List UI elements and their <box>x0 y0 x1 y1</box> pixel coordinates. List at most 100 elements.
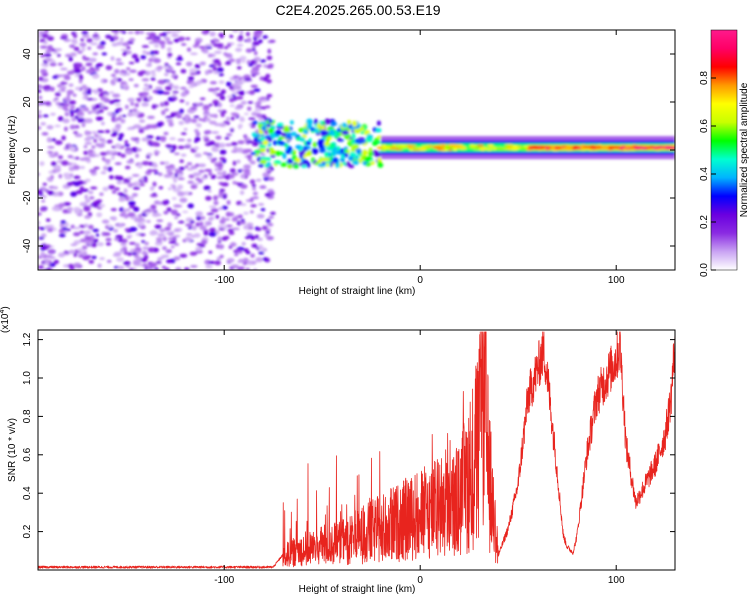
heatmap-cell <box>180 69 187 74</box>
heatmap-cell <box>219 219 226 225</box>
heatmap-cell <box>143 254 149 260</box>
heatmap-cell <box>166 41 174 45</box>
heatmap-cell <box>150 124 159 129</box>
heatmap-cell <box>191 118 198 123</box>
heatmap-cell <box>138 217 145 221</box>
heatmap-cell <box>224 45 229 50</box>
heatmap-cell <box>195 163 200 167</box>
heatmap-cell <box>252 187 257 191</box>
heatmap-cell <box>163 65 170 69</box>
heatmap-cell <box>348 164 355 169</box>
heatmap-cell <box>141 161 150 166</box>
heatmap-cell <box>96 45 105 50</box>
heatmap-cell <box>229 99 235 103</box>
heatmap-cell <box>49 262 56 267</box>
heatmap-cell <box>161 110 166 116</box>
heatmap-cell <box>90 42 98 46</box>
heatmap-cell <box>128 37 136 42</box>
heatmap-cell <box>54 48 62 52</box>
heatmap-cell <box>132 186 141 190</box>
heatmap-cell <box>81 66 86 71</box>
heatmap-cell <box>277 140 285 145</box>
heatmap-cell <box>154 213 162 217</box>
spectrogram-panel: -100 0 100 -40 -20 0 20 40 Height of straight l… <box>7 29 676 297</box>
heatmap-cell <box>259 185 267 189</box>
heatmap-cell <box>74 209 82 215</box>
heatmap-cell <box>240 184 248 189</box>
heatmap-cell <box>80 105 87 108</box>
heatmap-cell <box>152 164 158 168</box>
heatmap-cell <box>53 259 59 264</box>
heatmap-cell <box>119 37 124 43</box>
heatmap-cell <box>185 143 192 147</box>
heatmap-cell <box>213 113 218 119</box>
heatmap-cell <box>259 106 267 110</box>
heatmap-cell <box>39 207 47 212</box>
heatmap-cell <box>167 237 176 241</box>
heatmap-cell <box>243 211 249 215</box>
heatmap-cell <box>151 73 157 77</box>
heatmap-cell <box>135 153 139 158</box>
heatmap-cell <box>250 84 258 88</box>
heatmap-cell <box>207 154 212 160</box>
heatmap-cell <box>85 63 93 67</box>
heatmap-cell <box>215 214 220 219</box>
heatmap-cell <box>41 62 49 67</box>
heatmap-cell <box>243 171 251 177</box>
heatmap-cell <box>259 96 267 100</box>
heatmap-cell <box>101 140 107 144</box>
heatmap-cell <box>101 52 108 56</box>
heatmap-cell <box>371 160 375 165</box>
heatmap-cell <box>208 171 213 176</box>
heatmap-cell <box>641 146 647 150</box>
heatmap-cell <box>116 180 123 185</box>
heatmap-cell <box>255 105 262 109</box>
heatmap-cell <box>172 93 177 98</box>
heatmap-cell <box>176 204 183 208</box>
heatmap-cell <box>114 162 122 166</box>
heatmap-cell <box>264 233 270 238</box>
heatmap-cell <box>185 223 194 227</box>
heatmap-cell <box>257 237 263 241</box>
heatmap-cell <box>110 56 115 61</box>
heatmap-cell <box>144 241 149 246</box>
heatmap-cell <box>61 135 66 141</box>
heatmap-cell <box>54 124 61 128</box>
heatmap-cell <box>258 244 263 250</box>
heatmap-cell <box>421 145 430 148</box>
heatmap-cell <box>45 49 52 54</box>
heatmap-cell <box>209 227 216 233</box>
heatmap-cell <box>175 62 182 66</box>
heatmap-cell <box>547 146 552 149</box>
heatmap-cell <box>259 144 267 149</box>
heatmap-cell <box>48 224 54 228</box>
heatmap-cell <box>232 113 240 117</box>
snr-ticks: -100 0 100 0.2 0.4 0.6 0.8 1.0 1.2 <box>22 330 675 586</box>
heatmap-cell <box>203 230 209 236</box>
heatmap-cell <box>280 162 287 167</box>
heatmap-cell <box>221 236 229 241</box>
heatmap-cell <box>180 153 187 157</box>
heatmap-cell <box>218 122 227 127</box>
heatmap-cell <box>134 30 140 35</box>
heatmap-cell <box>86 97 94 101</box>
heatmap-cell <box>124 143 131 147</box>
heatmap-cell <box>237 104 243 107</box>
heatmap-cell <box>141 45 149 48</box>
heatmap-cell <box>113 251 122 256</box>
heatmap-cell <box>42 85 49 90</box>
heatmap-cell <box>57 53 61 57</box>
heatmap-cell <box>42 182 47 186</box>
heatmap-cell <box>114 143 122 149</box>
snr-multiplier-exp: 4 <box>0 310 6 314</box>
heatmap-cell <box>216 67 224 73</box>
heatmap-cell <box>75 62 83 68</box>
heatmap-cell <box>68 56 73 62</box>
heatmap-cell <box>165 30 172 34</box>
heatmap-cell <box>69 109 74 114</box>
heatmap-cell <box>262 257 269 262</box>
heatmap-cell <box>137 71 144 77</box>
heatmap-cell <box>93 138 97 143</box>
heatmap-cell <box>235 182 240 185</box>
heatmap-cell <box>208 205 217 208</box>
